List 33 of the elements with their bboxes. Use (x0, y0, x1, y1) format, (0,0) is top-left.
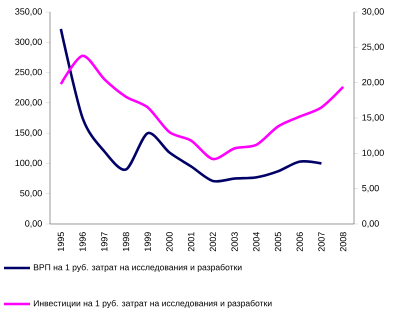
x-tick-label: 1995 (58, 232, 64, 252)
x-tick-label: 2006 (296, 232, 303, 252)
y2-tick-label: 20,00 (362, 78, 384, 86)
x-tick-label: 2004 (253, 232, 260, 252)
x-tick-label: 2002 (210, 232, 216, 252)
x-tick-label: 1998 (122, 232, 130, 252)
legend-label: ВРП на 1 руб. затрат на исследования и разработки (34, 264, 242, 272)
x-tick-label: 1996 (79, 232, 86, 252)
x-tick-label: 2007 (318, 232, 325, 252)
x-tick-label: 1997 (101, 232, 108, 252)
y2-tick-label: 5,00 (362, 184, 379, 192)
x-tick-label: 2001 (188, 232, 194, 252)
y2-tick-label: 15,00 (362, 114, 384, 122)
line-series (60, 54, 344, 160)
x-tick-label: 2008 (340, 232, 346, 252)
y-tick-label: 300,00 (15, 38, 42, 46)
y-tick-label: 150,00 (15, 129, 42, 137)
x-tick-label: 2005 (274, 232, 282, 252)
y-tick-label: 200,00 (15, 99, 42, 107)
y2-tick-label: 25,00 (362, 44, 384, 52)
y2-tick-label: 0,00 (362, 220, 379, 228)
y-tick-label: 350,00 (15, 8, 42, 16)
x-tick-label: 2000 (166, 232, 173, 252)
y-tick-label: 250,00 (15, 68, 42, 76)
x-tick-label: 1999 (144, 232, 151, 252)
legend-label: Инвестиции на 1 руб. затрат на исследования и разработки (34, 300, 272, 308)
x-tick-label: 2003 (231, 232, 238, 252)
y2-tick-label: 30,00 (362, 8, 384, 16)
y-tick-label: 50,00 (20, 190, 42, 198)
y-tick-label: 100,00 (15, 160, 42, 168)
y-tick-label: 0,00 (25, 220, 42, 228)
y2-tick-label: 10,00 (362, 150, 384, 158)
line-series (60, 28, 323, 183)
